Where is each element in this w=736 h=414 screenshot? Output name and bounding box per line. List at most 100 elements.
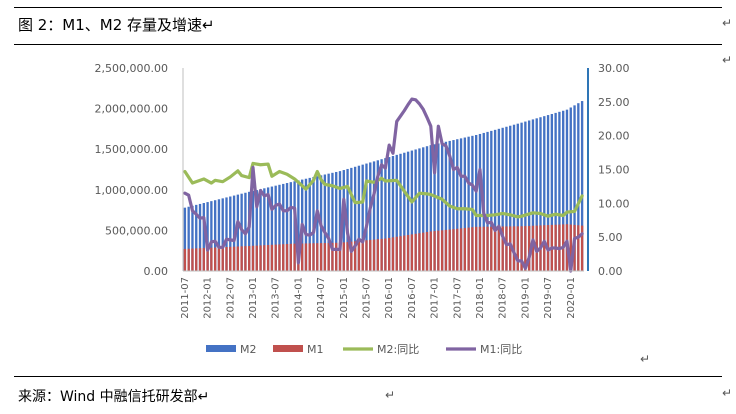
m2-bar [558, 111, 561, 271]
m2-bar [384, 158, 387, 271]
m2-bar [274, 185, 277, 271]
m1-bar [304, 243, 308, 271]
m1-bar [335, 242, 338, 271]
m2-bar [338, 171, 342, 271]
m2-bar [316, 176, 319, 271]
m1-bar [210, 247, 213, 271]
m2-bar [527, 120, 531, 271]
m2-bar [361, 164, 364, 271]
m1-bar [459, 228, 463, 271]
m1-bar [497, 226, 501, 271]
m1-bar [448, 229, 451, 271]
m2-bar [395, 154, 398, 271]
m1-bar [467, 227, 470, 271]
m1-bar [316, 243, 319, 271]
left-tick-label: 1,000,000.00 [95, 184, 168, 197]
m2-bar [240, 193, 243, 271]
m1-bar [543, 225, 546, 271]
m1-bar [357, 240, 361, 271]
right-tick-label: 15.00 [598, 164, 630, 177]
m1-bar [475, 226, 478, 271]
chart-legend: M2 M1 M2:同比 M1:同比 [206, 343, 522, 356]
m2-bar [418, 148, 421, 271]
m2-bar [278, 184, 281, 271]
m1-bar [388, 237, 391, 271]
m2-bar [297, 180, 300, 271]
m1-bar [183, 248, 187, 271]
m1-bar [429, 231, 432, 271]
m1-bar [198, 248, 202, 271]
m2-bar [406, 151, 410, 271]
m1-bar [509, 226, 512, 271]
legend-label: M1:同比 [480, 343, 522, 356]
m1-bar [236, 246, 240, 271]
m2-bar [425, 146, 429, 271]
m2-bar [251, 190, 255, 271]
m2-bar [497, 128, 501, 271]
m1-bar [187, 248, 190, 271]
m1-bar [353, 241, 357, 271]
x-tick-label: 2015-01 [339, 277, 350, 319]
m2-bar [531, 119, 535, 272]
m1-bar [471, 227, 474, 271]
m2-bar [350, 167, 353, 271]
m2-bar [493, 129, 497, 271]
m2-bar [437, 143, 440, 271]
x-tick-label: 2012-01 [203, 277, 214, 319]
m1-bar [251, 245, 255, 271]
m1-bar [244, 246, 247, 271]
m1-bar [323, 243, 327, 271]
legend-label: M2:同比 [377, 343, 419, 356]
x-tick-label: 2017-01 [430, 277, 441, 319]
m1-bar [232, 246, 236, 271]
m1-bar [425, 232, 429, 271]
m1-bar [319, 243, 323, 271]
m1-bar [195, 248, 198, 271]
x-tick-label: 2015-07 [362, 277, 373, 319]
m1-bar [342, 242, 345, 271]
m1-bar [437, 230, 440, 271]
m1-bar [414, 233, 417, 271]
m2-bar [535, 118, 538, 271]
m2-bar [217, 199, 221, 271]
m1-bar [369, 239, 372, 271]
m1-bar [391, 237, 395, 271]
m1-bar [285, 244, 289, 271]
m2-bar [225, 197, 228, 271]
m1-bar [384, 238, 387, 271]
m1-bar [225, 247, 228, 271]
m1-bar [406, 234, 410, 271]
m2-bar [414, 149, 417, 271]
return-mark: ↵ [722, 16, 733, 30]
m1-bar [376, 239, 379, 271]
m1-bar [327, 242, 330, 271]
right-tick-label: 20.00 [598, 130, 630, 143]
m1-bar [217, 247, 221, 271]
m2-bar [353, 166, 357, 271]
m2-bar [467, 136, 470, 271]
m1-bar [312, 243, 315, 271]
m2-bar [422, 147, 425, 271]
m2-bar [388, 157, 391, 271]
m2-bar [471, 135, 474, 271]
m1-bar [580, 225, 584, 271]
m1-bar [486, 226, 489, 271]
m2-bar [380, 159, 383, 271]
m1-bar [527, 225, 531, 271]
m2-bar [304, 178, 308, 271]
m2-bar [463, 137, 467, 271]
left-tick-label: 1,500,000.00 [95, 143, 168, 156]
left-tick-label: 2,000,000.00 [95, 103, 168, 116]
m2-bar [509, 125, 512, 271]
legend-label: M2 [240, 343, 257, 356]
m2-bar [546, 115, 550, 271]
m1-yoy-line [183, 97, 584, 273]
m1-bar [520, 226, 523, 271]
m2-bar [221, 198, 224, 271]
m2-bar [459, 138, 463, 271]
m1-bar [248, 245, 251, 271]
m1-bar [380, 238, 383, 271]
x-tick-label: 2012-07 [225, 277, 236, 319]
m2-bar [270, 186, 274, 271]
m2-bar [562, 110, 565, 272]
